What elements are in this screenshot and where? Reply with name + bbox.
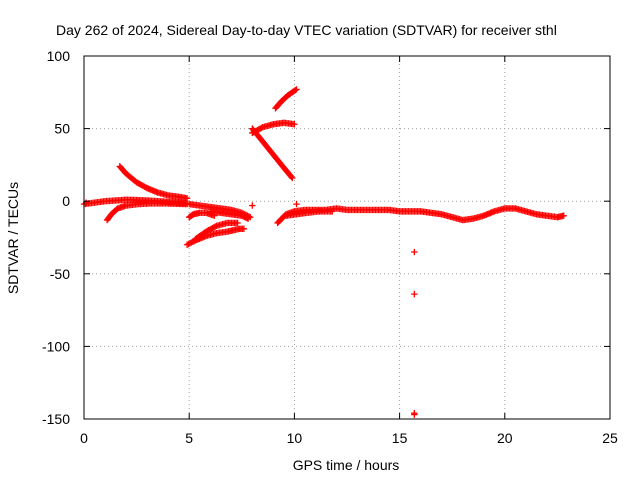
series-arc-mid-main [274, 205, 567, 227]
data-point [291, 121, 298, 128]
data-point [183, 241, 191, 248]
x-tick-label: 15 [392, 430, 408, 446]
data-point [183, 195, 191, 202]
series-arc-upper-a [249, 125, 296, 182]
data-point [289, 174, 296, 182]
series-arc-low-c [186, 209, 218, 221]
y-tick-labels: -150 -100 -50 0 50 100 [42, 48, 70, 427]
x-tick-label: 5 [185, 430, 193, 446]
series-arc-peak [116, 163, 191, 202]
x-tick-label: 0 [80, 430, 88, 446]
y-tick-label: -100 [42, 338, 70, 354]
data-point [288, 173, 295, 181]
data-point [249, 202, 256, 209]
grid-layer [84, 56, 610, 419]
data-point [292, 87, 299, 94]
y-tick-label: 50 [54, 121, 70, 137]
data-point [258, 124, 265, 132]
data-point [186, 240, 194, 247]
data-point [188, 239, 195, 246]
y-tick-label: 100 [47, 48, 71, 64]
x-tick-label: 10 [287, 430, 303, 446]
series-arc-upper-b [249, 119, 298, 137]
data-point [293, 200, 300, 208]
x-axis-label: GPS time / hours [293, 457, 400, 473]
data-layer [80, 86, 567, 418]
series-arc-low-b [192, 219, 241, 243]
data-point [329, 208, 336, 215]
data-point [212, 223, 219, 230]
y-axis-label: SDTVAR / TECUs [5, 182, 21, 294]
tick-layer [83, 55, 611, 420]
series-arc-bump [207, 208, 252, 222]
y-tick-label: -50 [50, 266, 70, 282]
data-point [189, 238, 196, 246]
data-point [560, 212, 567, 219]
data-point [411, 411, 418, 418]
data-point [240, 225, 248, 232]
series-arc-mid-extra [282, 208, 336, 219]
data-point [234, 219, 241, 227]
chart-title: Day 262 of 2024, Sidereal Day-to-day VTE… [56, 22, 557, 38]
x-tick-labels: 0 5 10 15 20 25 [80, 430, 618, 446]
series-arc-hook [103, 200, 191, 224]
series-arc-upper-c [272, 86, 300, 112]
y-tick-label: -150 [42, 411, 70, 427]
data-point [185, 240, 192, 248]
data-point [411, 248, 418, 256]
x-tick-label: 25 [602, 430, 618, 446]
plot-frame [83, 55, 611, 420]
data-point [411, 290, 418, 298]
x-tick-label: 20 [497, 430, 513, 446]
y-tick-label: 0 [62, 193, 70, 209]
data-point [244, 215, 252, 222]
data-point [293, 86, 300, 93]
